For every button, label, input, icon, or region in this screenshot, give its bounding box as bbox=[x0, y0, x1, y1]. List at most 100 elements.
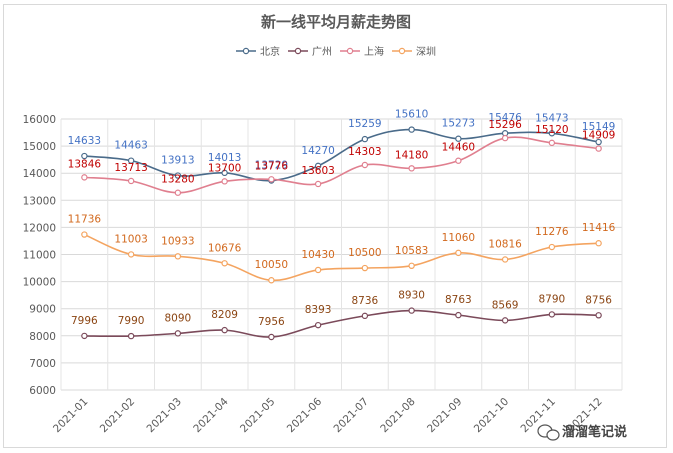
y-tick-label: 6000 bbox=[29, 385, 56, 397]
data-point bbox=[595, 145, 602, 152]
data-point bbox=[127, 251, 135, 258]
data-point bbox=[174, 253, 182, 260]
data-point bbox=[361, 312, 369, 320]
data-label: 14463 bbox=[114, 140, 147, 152]
data-point bbox=[408, 262, 415, 270]
data-label: 13913 bbox=[161, 155, 194, 167]
data-point bbox=[455, 311, 462, 319]
y-tick-label: 16000 bbox=[23, 114, 56, 126]
data-label: 14013 bbox=[208, 152, 241, 164]
chart-frame: 新一线平均月薪走势图 北京 广州 上海 深圳 6000 7000 8000 9000 1000… bbox=[3, 4, 667, 448]
data-point bbox=[408, 307, 415, 314]
data-label: 8756 bbox=[585, 294, 612, 306]
data-point bbox=[221, 326, 228, 334]
data-point bbox=[455, 157, 462, 164]
data-label: 10583 bbox=[395, 245, 428, 257]
data-point bbox=[314, 266, 322, 274]
data-point bbox=[548, 243, 556, 251]
x-tick-label: 2021-10 bbox=[472, 396, 512, 436]
data-label: 13846 bbox=[68, 158, 102, 170]
data-label: 11416 bbox=[582, 222, 616, 234]
x-tick-label: 2021-07 bbox=[331, 396, 371, 436]
data-point bbox=[408, 126, 415, 133]
y-tick-label: 11000 bbox=[23, 250, 56, 262]
data-point bbox=[548, 311, 556, 318]
data-point bbox=[548, 130, 556, 137]
data-label: 15610 bbox=[395, 109, 428, 121]
data-label: 13603 bbox=[301, 165, 334, 177]
data-label: 15149 bbox=[582, 121, 615, 133]
y-tick-label: 8000 bbox=[29, 331, 56, 343]
data-point bbox=[455, 135, 462, 142]
x-tick-label: 2021-01 bbox=[51, 396, 91, 436]
data-label: 10816 bbox=[488, 238, 522, 250]
legend: 北京 广州 上海 深圳 bbox=[236, 45, 436, 58]
data-label: 14909 bbox=[582, 130, 615, 142]
data-label: 14460 bbox=[442, 142, 475, 154]
data-point bbox=[268, 176, 275, 183]
legend-label: 广州 bbox=[312, 46, 332, 58]
data-point bbox=[221, 260, 228, 267]
y-tick-label: 15000 bbox=[23, 141, 56, 153]
data-point bbox=[595, 240, 602, 247]
data-label: 8569 bbox=[492, 299, 519, 311]
x-tick-label: 2021-09 bbox=[425, 396, 465, 436]
line-chart: 新一线平均月薪走势图 北京 广州 上海 深圳 6000 7000 8000 9000 1000… bbox=[23, 13, 627, 441]
data-point bbox=[501, 317, 509, 324]
data-label: 11736 bbox=[68, 214, 102, 226]
data-label: 15473 bbox=[535, 112, 568, 124]
series-line-0 bbox=[84, 128, 599, 182]
data-point bbox=[361, 264, 369, 272]
data-label: 14180 bbox=[395, 149, 428, 161]
data-label: 11276 bbox=[535, 226, 569, 238]
y-tick-label: 13000 bbox=[23, 195, 56, 207]
data-point bbox=[548, 139, 556, 147]
watermark: 溜溜笔记说 bbox=[537, 424, 627, 441]
legend-marker bbox=[398, 47, 406, 55]
data-point bbox=[314, 180, 322, 188]
axes: 6000 7000 8000 9000 10000 11000 12000 13000 1400… bbox=[23, 114, 605, 435]
data-point bbox=[595, 312, 602, 319]
data-label: 14303 bbox=[348, 146, 381, 158]
series-line-2 bbox=[84, 136, 599, 194]
legend-label: 北京 bbox=[260, 45, 280, 58]
x-tick-label: 2021-05 bbox=[238, 396, 278, 436]
x-tick-label: 2021-08 bbox=[378, 396, 418, 436]
data-label: 7996 bbox=[71, 315, 98, 327]
data-label: 14270 bbox=[301, 145, 334, 157]
data-point bbox=[221, 169, 228, 177]
legend-marker bbox=[346, 47, 354, 55]
wechat-icon bbox=[537, 424, 560, 441]
watermark-text: 溜溜笔记说 bbox=[562, 424, 627, 440]
data-label: 15273 bbox=[442, 118, 475, 130]
data-point bbox=[501, 256, 509, 263]
legend-marker bbox=[294, 47, 302, 55]
data-label: 8790 bbox=[539, 293, 566, 305]
data-label: 8090 bbox=[165, 312, 192, 324]
data-point bbox=[127, 157, 135, 164]
data-point bbox=[314, 162, 322, 170]
data-label: 15259 bbox=[348, 118, 381, 130]
data-point bbox=[81, 231, 88, 238]
data-label: 8393 bbox=[305, 304, 332, 316]
series-line-3 bbox=[84, 233, 599, 282]
data-point bbox=[127, 332, 135, 340]
data-point bbox=[81, 174, 88, 181]
data-labels: 14633 14463 13913 14013 13729 14270 15259 15610… bbox=[68, 109, 616, 328]
data-label: 8930 bbox=[398, 290, 425, 302]
data-label: 8736 bbox=[352, 295, 379, 307]
data-label: 11003 bbox=[114, 233, 147, 245]
data-label: 8763 bbox=[445, 294, 472, 306]
data-label: 13280 bbox=[161, 174, 194, 186]
data-point bbox=[221, 178, 228, 185]
data-label: 15296 bbox=[488, 119, 522, 131]
data-label: 14633 bbox=[68, 135, 101, 147]
series-lines bbox=[81, 126, 602, 341]
series-line-1 bbox=[84, 309, 599, 338]
data-point bbox=[174, 330, 182, 337]
y-tick-label: 9000 bbox=[29, 304, 56, 316]
legend-marker bbox=[242, 47, 250, 55]
data-label: 10430 bbox=[301, 249, 334, 261]
data-point bbox=[174, 189, 182, 196]
x-tick-label: 2021-04 bbox=[191, 395, 231, 435]
